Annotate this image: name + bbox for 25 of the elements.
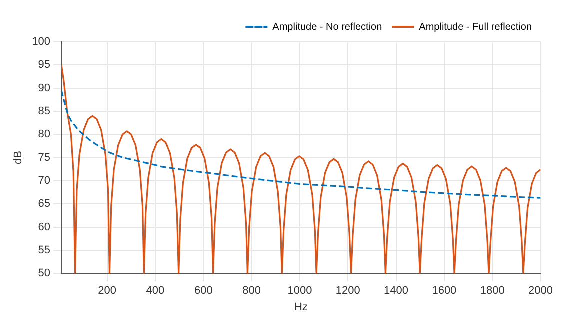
legend-label: Amplitude - Full reflection: [419, 22, 532, 33]
x-tick-label: 600: [194, 285, 213, 298]
x-tick-label: 1800: [480, 285, 505, 298]
x-tick-label: 1400: [384, 285, 409, 298]
y-tick-label: 95: [38, 59, 51, 72]
y-tick-label: 85: [38, 106, 51, 118]
x-tick-label: 2000: [528, 285, 554, 298]
y-tick-label: 65: [38, 198, 51, 210]
y-tick-label: 90: [38, 82, 51, 94]
x-tick-label: 1200: [336, 285, 360, 298]
x-tick-label: 200: [98, 285, 116, 298]
x-tick-label: 1000: [288, 285, 312, 298]
y-tick-label: 80: [38, 128, 51, 141]
x-tick-label: 1600: [432, 285, 457, 298]
y-tick-label: 100: [32, 36, 51, 48]
y-tick-label: 75: [38, 152, 51, 164]
x-axis-title: Hz: [294, 301, 308, 314]
y-tick-label: 70: [38, 174, 51, 187]
y-tick-label: 60: [38, 221, 51, 234]
y-axis-title: dB: [12, 151, 25, 165]
y-tick-label: 55: [38, 244, 51, 256]
x-tick-label: 800: [242, 285, 261, 298]
legend-label: Amplitude - No reflection: [272, 22, 382, 33]
y-tick-label: 50: [38, 268, 51, 280]
x-tick-label: 400: [146, 285, 165, 298]
